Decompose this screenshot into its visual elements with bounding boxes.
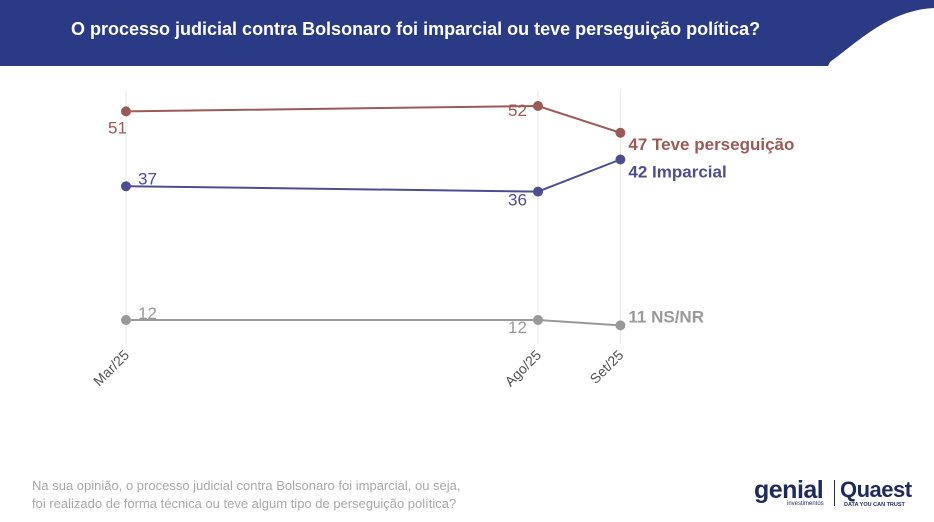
data-label: 36 [508, 191, 527, 210]
x-tick-label: Ago/25 [501, 347, 544, 390]
data-point [121, 181, 131, 192]
series-end-label: 47 Teve perseguição [628, 135, 794, 154]
logos: genial investimentos Quaest DATA YOU CAN… [754, 478, 914, 512]
data-label: 52 [508, 101, 527, 120]
data-point [615, 127, 626, 138]
quaest-logo: Quaest [840, 477, 912, 502]
footnote-line-1: Na sua opinião, o processo judicial cont… [32, 478, 461, 493]
logo-divider [834, 480, 835, 506]
line-chart: Mar/25 Ago/25 Set/25 51 52 47 Teve perseguiçã… [90, 90, 794, 390]
data-point [121, 315, 131, 325]
data-label: 12 [138, 304, 157, 323]
series-line-teve-persegui-o [125, 104, 621, 134]
data-label: 37 [138, 169, 157, 188]
footnote: Na sua opinião, o processo judicial cont… [32, 477, 552, 513]
series-line-imparcial [125, 158, 621, 193]
x-tick-label: Set/25 [587, 347, 627, 387]
series-line-ns-nr [126, 319, 621, 327]
series-end-label: 11 NS/NR [628, 307, 704, 326]
quaest-logo-subtitle: DATA YOU CAN TRUST [844, 502, 905, 508]
genial-logo-subtitle: investimentos [787, 501, 824, 507]
data-label: 12 [508, 318, 527, 337]
footnote-line-2: foi realizado de forma técnica ou teve a… [32, 496, 457, 511]
header-banner: O processo judicial contra Bolsonaro foi… [0, 0, 934, 66]
chart-title: O processo judicial contra Bolsonaro foi… [71, 19, 761, 39]
genial-logo: genial [754, 476, 824, 504]
data-point [615, 154, 626, 165]
data-point [615, 320, 626, 331]
data-point [533, 315, 543, 325]
data-point [533, 186, 543, 197]
data-point [121, 106, 131, 117]
data-point [533, 101, 543, 111]
x-tick-label: Mar/25 [90, 347, 132, 389]
data-label: 51 [108, 118, 127, 137]
header-background [0, 0, 934, 66]
series-end-label: 42 Imparcial [628, 163, 726, 182]
